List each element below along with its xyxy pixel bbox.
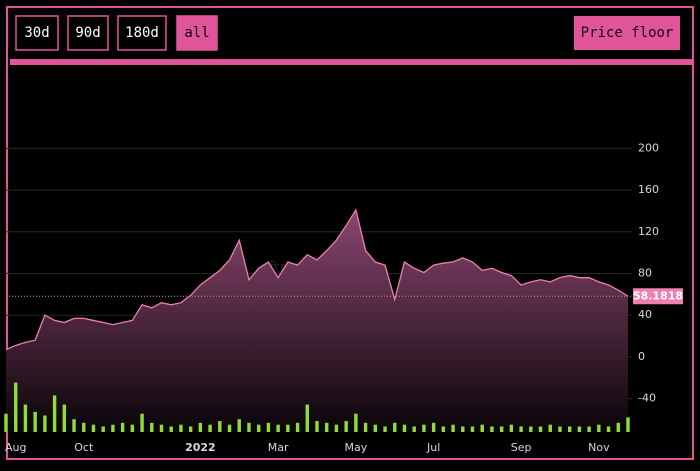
volume-bar [256, 424, 261, 432]
volume-bar [519, 426, 523, 432]
x-tick-label: 2022 [185, 441, 216, 454]
volume-bar [101, 426, 105, 432]
volume-bar [344, 421, 348, 432]
volume-bar [490, 426, 494, 432]
volume-bar [130, 424, 135, 432]
volume-bar [218, 421, 222, 432]
range-button[interactable] [117, 15, 167, 51]
volume-bar [169, 426, 173, 432]
volume-bar [276, 424, 280, 432]
toolbar-rule [10, 59, 693, 65]
volume-bar [393, 422, 397, 432]
volume-bar [587, 426, 591, 432]
volume-bar [597, 424, 601, 432]
volume-bar [120, 422, 125, 432]
volume-bar [237, 419, 241, 432]
volume-bar [470, 426, 475, 432]
volume-bar [247, 422, 251, 432]
volume-bar [325, 422, 329, 432]
range-button-label[interactable]: 30d [24, 25, 49, 41]
volume-bar [33, 411, 37, 432]
volume-bar [626, 417, 630, 432]
volume-bar [383, 426, 387, 432]
volume-bar [363, 422, 368, 432]
y-tick-label: 160 [638, 183, 659, 196]
volume-bar [548, 424, 552, 432]
volume-bar [567, 426, 572, 432]
volume-bar [616, 422, 620, 432]
range-button[interactable] [15, 15, 59, 51]
y-tick-label: 80 [638, 267, 652, 280]
volume-bar [43, 415, 47, 432]
x-tick-label: Mar [268, 441, 289, 454]
volume-bar [373, 424, 378, 432]
volume-bar [480, 424, 484, 432]
volume-bar [286, 424, 290, 432]
volume-bar [461, 426, 465, 432]
volume-bar [72, 419, 76, 432]
y-tick-label: -40 [638, 392, 656, 405]
x-tick-label: Sep [511, 441, 532, 454]
volume-bar [179, 424, 183, 432]
y-tick-label: 0 [638, 350, 645, 363]
volume-bar [558, 426, 562, 432]
volume-bar [227, 424, 232, 432]
metric-button[interactable] [574, 16, 680, 50]
volume-bar [4, 413, 8, 432]
volume-bar [14, 382, 18, 432]
volume-bar [62, 404, 67, 432]
volume-bar [431, 422, 436, 432]
toolbar: 30d 90d 180d all Price floor [15, 15, 680, 51]
volume-bar [422, 424, 426, 432]
range-button-label[interactable]: 180d [125, 25, 159, 41]
volume-bar [91, 424, 96, 432]
x-tick-label: Jul [426, 441, 440, 454]
volume-bar [140, 413, 144, 432]
volume-bar [111, 424, 115, 432]
volume-bar [499, 426, 504, 432]
last-value-label: 58.1818 [633, 289, 683, 302]
range-button-label[interactable]: all [184, 25, 209, 41]
volume-bar [412, 426, 416, 432]
volume-bar [529, 426, 533, 432]
volume-bar [295, 422, 300, 432]
volume-bar [509, 424, 514, 432]
volume-bar [402, 424, 407, 432]
x-tick-label: Aug [5, 441, 26, 454]
y-tick-label: 40 [638, 308, 652, 321]
volume-bar [52, 395, 57, 432]
area-fill [6, 209, 628, 432]
metric-button-label[interactable]: Price floor [581, 25, 674, 41]
x-tick-label: May [345, 441, 368, 454]
volume-bar [441, 426, 446, 432]
volume-bar [315, 421, 319, 432]
volume-bar [23, 404, 28, 432]
range-button[interactable] [176, 15, 218, 51]
range-button[interactable] [67, 15, 109, 51]
range-button-label[interactable]: 90d [75, 25, 100, 41]
volume-bar [159, 424, 164, 432]
volume-bar [82, 422, 86, 432]
y-tick-label: 120 [638, 225, 659, 238]
volume-bar [266, 422, 271, 432]
volume-bar [188, 426, 193, 432]
x-tick-label: Oct [74, 441, 94, 454]
volume-bar [606, 426, 611, 432]
volume-bar [334, 424, 339, 432]
frame [6, 6, 694, 460]
volume-bar [305, 404, 309, 432]
volume-bar [577, 426, 582, 432]
volume-bar [150, 422, 154, 432]
volume-bar [354, 413, 358, 432]
volume-bar [198, 422, 203, 432]
price-line [5, 208, 629, 351]
y-tick-label: 200 [638, 141, 659, 154]
volume-bar [538, 426, 543, 432]
volume-bar [208, 424, 212, 432]
x-tick-label: Nov [588, 441, 610, 454]
volume-bar [451, 424, 455, 432]
last-value-box [633, 288, 683, 305]
